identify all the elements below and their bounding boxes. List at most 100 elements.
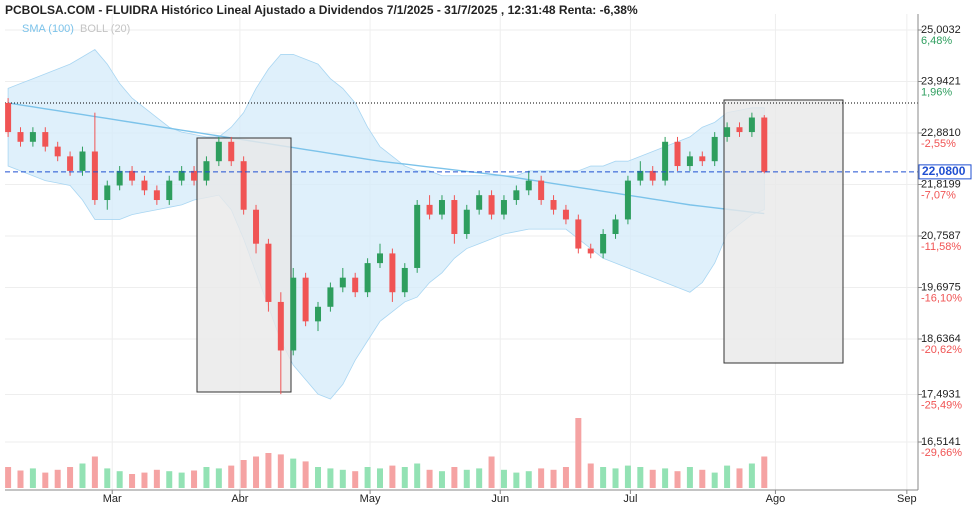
candle-body xyxy=(277,301,284,351)
candle-body xyxy=(649,170,656,181)
volume-bar xyxy=(364,467,371,488)
y-tick-label: 22,8810 xyxy=(921,127,961,139)
volume-bar xyxy=(42,472,49,488)
volume-bar xyxy=(203,467,210,488)
candle-body xyxy=(42,132,49,147)
volume-bar xyxy=(426,469,433,488)
candle-body xyxy=(5,102,12,133)
volume-bar xyxy=(761,456,768,488)
candle-body xyxy=(376,253,383,264)
volume-bar xyxy=(129,474,136,488)
y-tick-pct: -16,10% xyxy=(921,292,962,304)
volume-bar xyxy=(649,469,656,488)
y-tick-label: 16,5141 xyxy=(921,436,961,448)
volume-bar xyxy=(277,454,284,488)
candle-body xyxy=(166,180,173,201)
volume-bar xyxy=(724,465,731,488)
volume-bar xyxy=(5,467,12,488)
y-tick-pct: -25,49% xyxy=(921,399,962,411)
candle-body xyxy=(724,127,731,137)
x-tick-label: Mar xyxy=(103,493,122,505)
candle-body xyxy=(699,156,706,162)
candle-body xyxy=(575,219,582,249)
volume-bar xyxy=(253,456,260,488)
candle-body xyxy=(339,277,346,288)
candle-body xyxy=(525,180,532,191)
y-tick-pct: -7,07% xyxy=(921,189,956,201)
candle-body xyxy=(104,185,111,201)
volume-bar xyxy=(166,471,173,488)
volume-bar xyxy=(662,468,669,488)
volume-bar xyxy=(191,470,198,488)
volume-bar xyxy=(562,467,569,488)
volume-bar xyxy=(699,469,706,488)
volume-bar xyxy=(290,458,297,488)
candle-body xyxy=(352,277,359,293)
volume-bar xyxy=(240,460,247,488)
volume-bar xyxy=(711,472,718,488)
volume-bar xyxy=(302,461,309,488)
volume-bar xyxy=(29,468,36,488)
candle-body xyxy=(637,170,644,181)
candle-body xyxy=(29,132,36,142)
y-tick-pct: -20,62% xyxy=(921,344,962,356)
volume-bar xyxy=(215,468,222,488)
candle-body xyxy=(562,209,569,220)
candle-body xyxy=(178,170,185,181)
candle-body xyxy=(438,200,445,215)
candle-body xyxy=(116,170,123,186)
plot xyxy=(5,98,918,395)
volume-bar xyxy=(401,467,408,488)
volume-bar xyxy=(414,463,421,488)
volume-bar xyxy=(612,468,619,488)
candle-body xyxy=(67,156,74,171)
candle-body xyxy=(389,253,396,293)
y-tick-label: 23,9421 xyxy=(921,75,961,87)
candle-body xyxy=(538,180,545,201)
volume-bar xyxy=(463,469,470,488)
candle-body xyxy=(253,209,260,244)
candle-body xyxy=(91,151,98,201)
candle-body xyxy=(500,200,507,215)
volume-bar xyxy=(538,468,545,488)
volume-bar xyxy=(67,467,74,488)
volume-bar xyxy=(339,469,346,488)
y-tick-pct: -2,55% xyxy=(921,138,956,150)
y-tick-label: 20,7587 xyxy=(921,230,961,242)
volume-bar xyxy=(525,471,532,488)
y-tick-label: 17,4931 xyxy=(921,388,961,400)
volume-bar xyxy=(153,469,160,488)
candle-body xyxy=(600,233,607,254)
candle-body xyxy=(315,306,322,322)
volume-bar xyxy=(104,468,111,488)
volume-bar xyxy=(736,468,743,488)
volume-bar xyxy=(352,471,359,488)
volume-bar xyxy=(17,470,24,488)
y-tick-label: 25,0032 xyxy=(921,24,961,36)
candle-body xyxy=(327,287,334,307)
y-tick-pct: 1,96% xyxy=(921,86,952,98)
candle-body xyxy=(17,132,24,142)
candle-body xyxy=(463,209,470,234)
candle-body xyxy=(54,146,61,157)
volume-bar xyxy=(674,471,681,488)
volume-bar xyxy=(265,453,272,488)
x-tick-label: Ago xyxy=(766,493,786,505)
candle-body xyxy=(401,267,408,293)
candle-body xyxy=(711,136,718,162)
candle-body xyxy=(748,117,755,133)
candle-body xyxy=(290,277,297,351)
volume-bar xyxy=(748,463,755,488)
candle-body xyxy=(79,151,86,171)
candle-body xyxy=(612,219,619,234)
y-tick-label: 21,8199 xyxy=(921,178,961,190)
x-tick-label: Sep xyxy=(897,493,917,505)
plot-background xyxy=(5,14,918,490)
volume-bar xyxy=(178,472,185,488)
volume-bar xyxy=(451,467,458,488)
volume-bar xyxy=(228,465,235,488)
candle-body xyxy=(476,195,483,210)
volume-bar xyxy=(476,468,483,488)
volume-bar xyxy=(438,471,445,488)
candle-body xyxy=(240,161,247,210)
